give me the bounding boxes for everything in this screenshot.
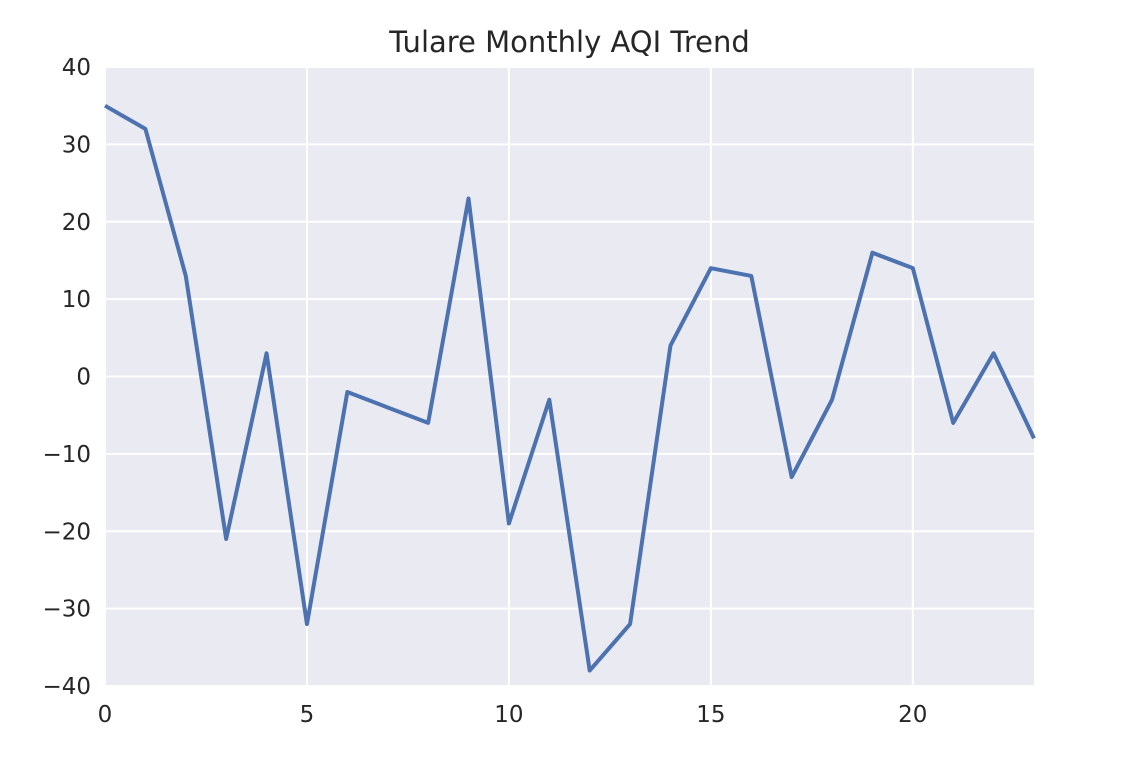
y-tick-label: 0	[76, 365, 91, 391]
y-tick-label: −20	[42, 519, 91, 545]
x-tick-label: 0	[98, 702, 113, 728]
y-tick-label: 30	[62, 132, 91, 158]
series-layer	[104, 103, 1036, 673]
chart-title: Tulare Monthly AQI Trend	[388, 25, 750, 59]
y-tick-label: −30	[42, 597, 91, 623]
x-tick-label: 10	[494, 702, 523, 728]
y-tick-label: 20	[62, 210, 91, 236]
y-tick-label: −10	[42, 442, 91, 468]
y-tick-label: 40	[62, 55, 91, 81]
y-tick-label: −40	[42, 674, 91, 700]
series-line-0	[104, 103, 1036, 673]
x-axis-ticks: 0 5 10 15 20	[98, 702, 928, 728]
y-tick-label: 10	[62, 287, 91, 313]
y-axis-ticks: −40 −30 −20 −10 0 10 20 30 40	[42, 55, 91, 700]
x-tick-label: 20	[898, 702, 927, 728]
x-tick-label: 5	[300, 702, 315, 728]
x-tick-label: 15	[696, 702, 725, 728]
